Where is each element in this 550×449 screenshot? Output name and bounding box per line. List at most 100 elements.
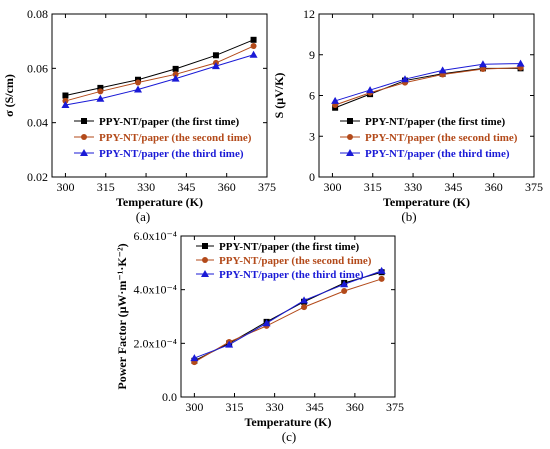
- x-tick-label: 330: [137, 180, 155, 194]
- legend-marker: [347, 118, 353, 124]
- y-tick-label: 0.0: [162, 390, 177, 404]
- x-tick-label: 345: [306, 400, 324, 414]
- data-point: [438, 66, 447, 74]
- legend-marker: [202, 257, 208, 263]
- series-line: [65, 39, 254, 96]
- series-3: [331, 59, 525, 104]
- y-tick-label: 2.0x10⁻⁴: [133, 336, 177, 350]
- legend-label: PPY-NT/paper (the first time): [365, 116, 506, 128]
- data-point: [172, 65, 179, 72]
- data-point: [250, 36, 257, 43]
- series-line: [334, 63, 521, 102]
- legend: PPY-NT/paper (the first time) PPY-NT/pape…: [196, 241, 372, 281]
- x-tick-label: 315: [226, 400, 244, 414]
- data-point: [401, 75, 409, 83]
- series-3: [61, 50, 258, 109]
- legend-label: PPY-NT/paper (the second time): [365, 132, 518, 144]
- x-tick-label: 360: [346, 400, 364, 414]
- x-tick-label: 315: [97, 180, 115, 194]
- x-tick-label: 345: [444, 180, 462, 194]
- legend: PPY-NT/paper (the first time) PPY-NT/pape…: [340, 116, 518, 160]
- legend-marker: [80, 149, 88, 156]
- data-point: [61, 101, 70, 109]
- series-1: [332, 65, 524, 111]
- data-point: [97, 84, 104, 91]
- y-axis-title: S (μV/K): [272, 73, 286, 119]
- series-1: [191, 269, 385, 364]
- x-tick-label: 375: [525, 180, 543, 194]
- data-point: [249, 50, 258, 58]
- y-tick-label: 0.08: [27, 7, 48, 21]
- y-tick-label: 6: [309, 89, 315, 103]
- y-axis-title: σ (S/cm): [2, 74, 16, 117]
- chart-panel-2: 300 315 330 345 360 375 0 3 6 9 12 Temperature (K) S…: [272, 7, 543, 224]
- legend-label: PPY-NT/paper (the second time): [99, 132, 252, 144]
- series-line: [334, 67, 521, 106]
- series-3: [190, 266, 386, 362]
- y-tick-label: 4.0x10⁻⁴: [133, 283, 177, 297]
- x-tick-label: 360: [485, 180, 503, 194]
- panel-label: (a): [136, 209, 150, 224]
- x-axis-title: Temperature (K): [116, 195, 203, 209]
- series-2: [191, 275, 385, 366]
- data-point: [225, 340, 234, 348]
- series-2: [62, 43, 257, 104]
- data-point: [378, 275, 385, 282]
- chart-panel-1: 300 315 330 345 360 375 0.02 0.04 0.06 0.08 Temper…: [2, 7, 276, 224]
- panel-label: (c): [282, 429, 296, 444]
- series-line: [194, 270, 382, 359]
- data-point: [212, 52, 219, 59]
- data-point: [190, 354, 199, 362]
- legend-marker: [201, 270, 209, 277]
- data-point: [171, 74, 180, 82]
- x-tick-label: 300: [56, 180, 74, 194]
- series-line: [65, 54, 254, 106]
- x-axis-title: Temperature (K): [245, 415, 332, 429]
- x-tick-label: 300: [185, 400, 203, 414]
- x-tick-label: 330: [404, 180, 422, 194]
- x-tick-label: 375: [386, 400, 404, 414]
- x-tick-label: 315: [364, 180, 382, 194]
- x-tick-label: 330: [266, 400, 284, 414]
- legend-marker: [81, 118, 87, 124]
- legend-label: PPY-NT/paper (the second time): [219, 255, 372, 267]
- y-tick-label: 9: [309, 48, 315, 62]
- data-point: [331, 96, 340, 104]
- data-point: [516, 59, 525, 67]
- y-tick-label: 0.06: [27, 61, 48, 75]
- series-2: [332, 64, 524, 109]
- data-point: [250, 43, 257, 50]
- series-line: [65, 45, 254, 102]
- data-point: [479, 66, 486, 73]
- data-point: [301, 304, 308, 311]
- data-point: [300, 296, 309, 304]
- chart-panel-3: 300 315 330 345 360 375 0.0 2.0x10⁻⁴ 4.0x10⁻⁴ 6.0…: [115, 229, 404, 444]
- y-tick-label: 6.0x10⁻⁴: [133, 229, 177, 243]
- data-point: [262, 319, 271, 327]
- data-point: [366, 86, 375, 94]
- legend-label: PPY-NT/paper (the third time): [219, 269, 364, 281]
- data-point: [340, 280, 349, 288]
- data-point: [62, 97, 69, 104]
- x-tick-label: 300: [323, 180, 341, 194]
- data-point: [97, 88, 104, 95]
- legend-marker: [202, 243, 208, 249]
- y-tick-label: 3: [309, 129, 315, 143]
- x-tick-label: 375: [258, 180, 276, 194]
- data-point: [172, 71, 179, 78]
- data-point: [478, 60, 487, 68]
- data-point: [96, 94, 105, 102]
- x-tick-label: 360: [218, 180, 236, 194]
- legend-marker: [81, 134, 87, 140]
- data-point: [134, 85, 142, 93]
- data-point: [135, 79, 141, 86]
- legend: PPY-NT/paper (the first time) PPY-NT/pape…: [74, 116, 252, 160]
- series-1: [62, 36, 257, 99]
- legend-marker: [346, 149, 354, 156]
- legend-marker: [347, 134, 353, 140]
- data-point: [211, 62, 220, 70]
- legend-label: PPY-NT/paper (the third time): [99, 148, 244, 160]
- legend-label: PPY-NT/paper (the third time): [365, 148, 510, 160]
- plot-frame: [180, 235, 396, 398]
